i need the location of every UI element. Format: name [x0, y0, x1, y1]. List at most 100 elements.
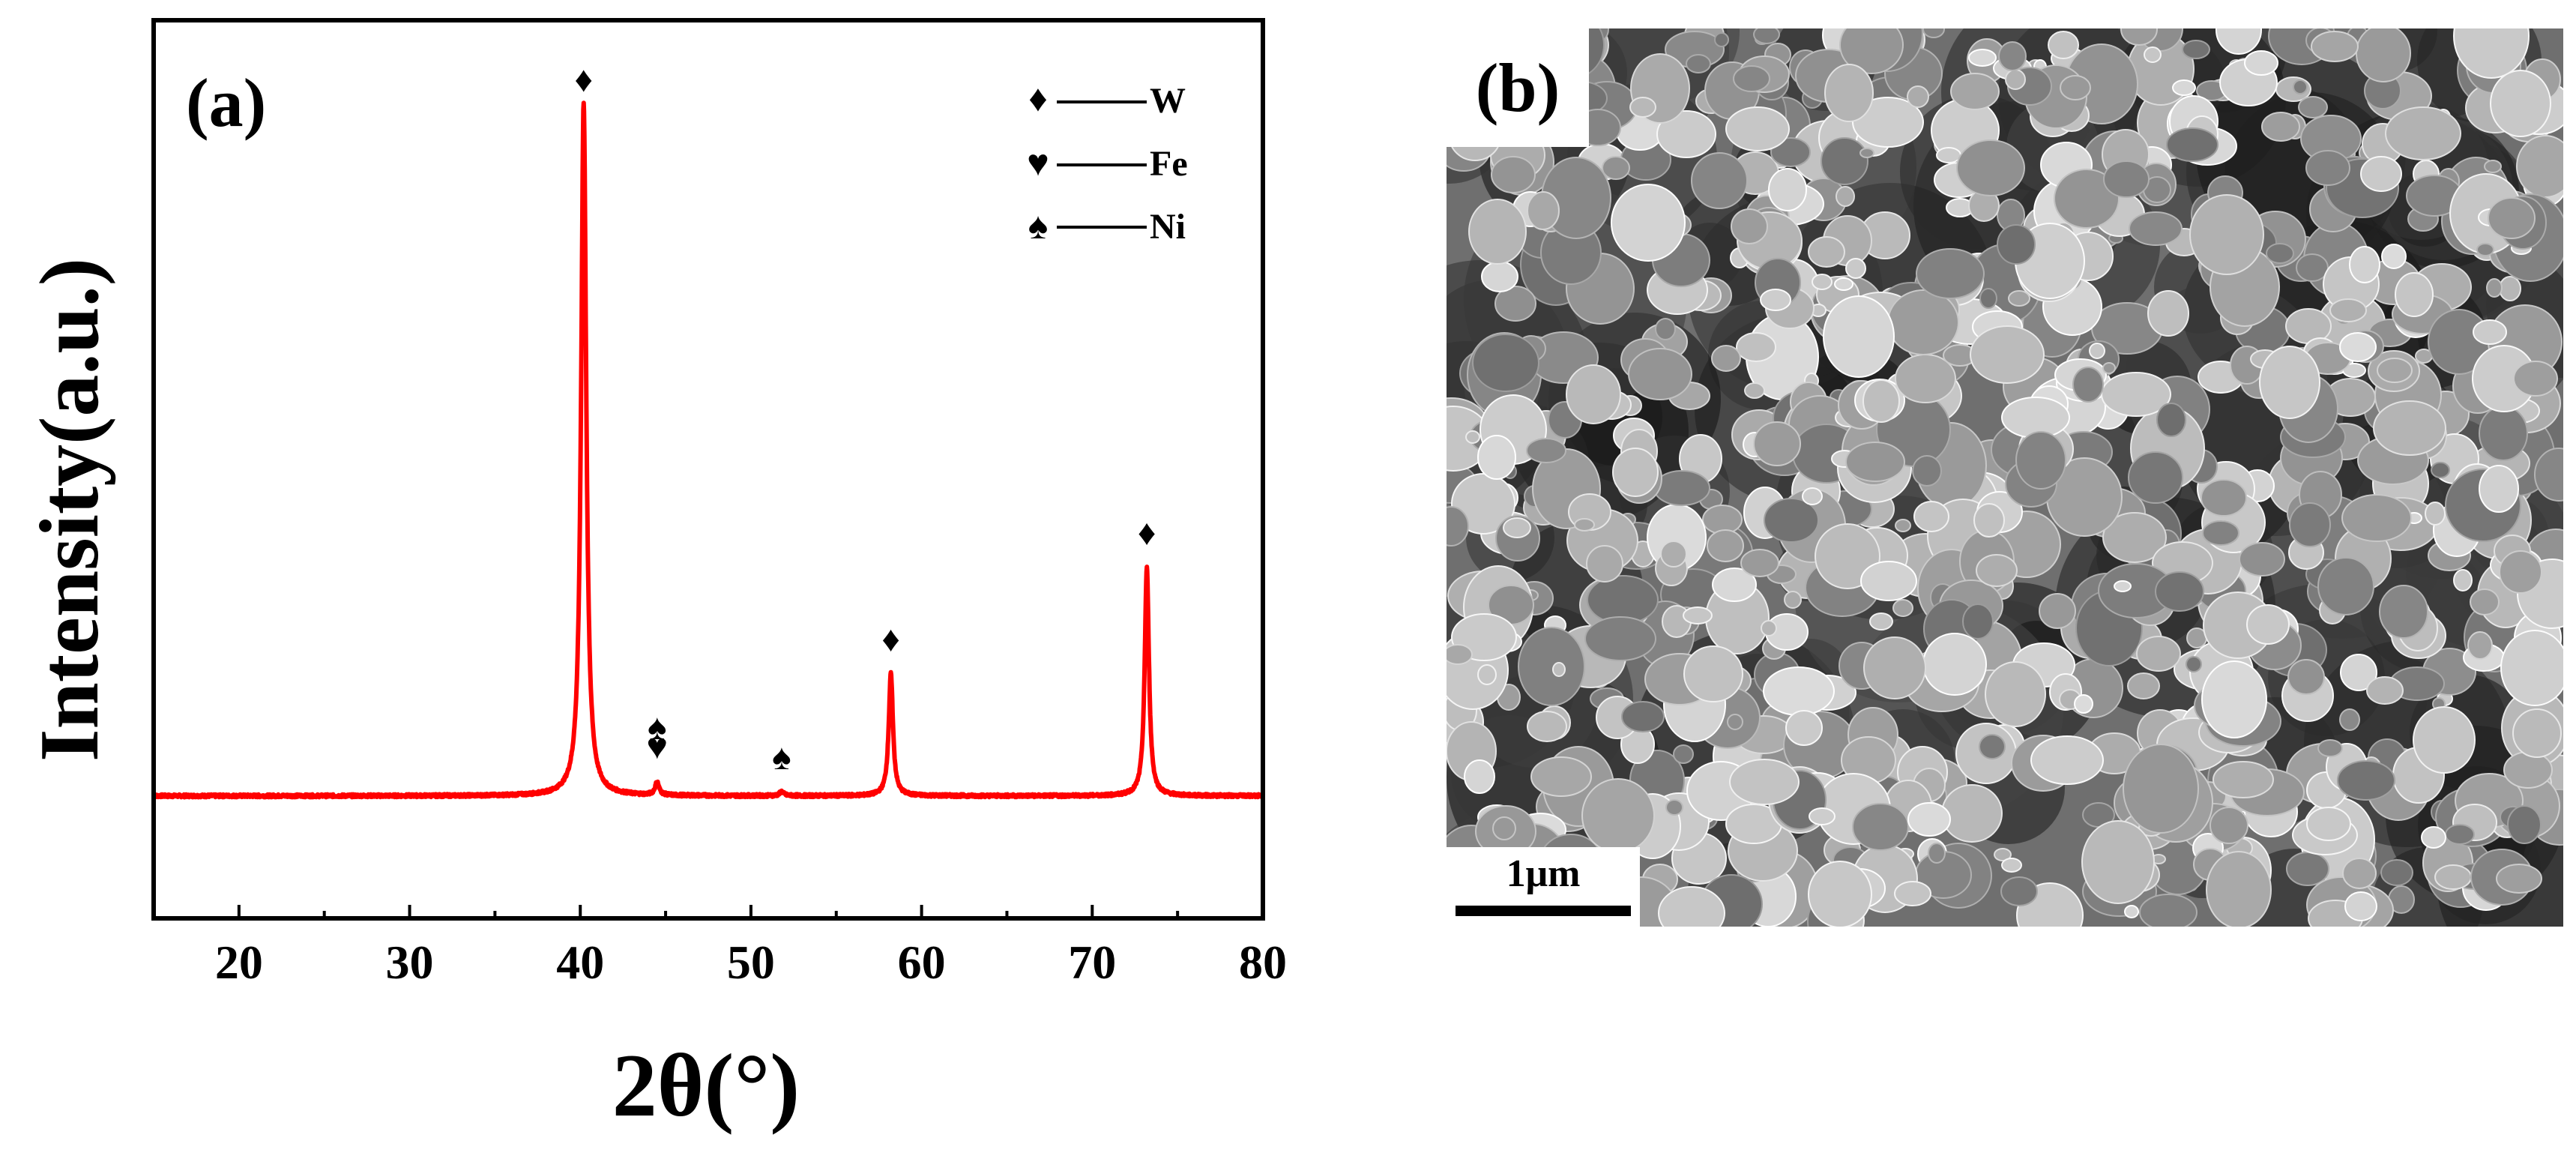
scale-bar-label: 1μm — [1506, 852, 1581, 895]
sem-particle — [2074, 694, 2093, 714]
sem-texture — [1447, 28, 2563, 927]
sem-particle — [1836, 186, 1855, 207]
sem-particle — [1852, 803, 1909, 851]
sem-particle — [2072, 367, 2104, 403]
sem-particle — [1711, 345, 1741, 372]
sem-particle — [2296, 253, 2329, 282]
sem-particle — [1997, 224, 2036, 265]
sem-particle — [1768, 168, 1807, 211]
legend-entry-fe: ♥ Fe — [1027, 142, 1187, 184]
sem-particle — [1655, 318, 1676, 340]
sem-particle — [2202, 520, 2239, 546]
sem-particle — [2287, 659, 2325, 695]
sem-particle — [1962, 603, 1994, 639]
sem-particle — [2048, 31, 2079, 59]
sem-particle — [1628, 348, 1692, 400]
sem-particle — [1656, 110, 1716, 158]
sem-particle — [1907, 802, 1951, 837]
sem-particle — [1863, 636, 1926, 699]
sem-particle — [1581, 778, 1655, 853]
sem-particle — [1802, 487, 1823, 505]
sem-particle — [2189, 194, 2264, 275]
sem-particle — [2356, 28, 2411, 82]
sem-particle — [2434, 864, 2472, 890]
sem-particle — [1912, 455, 1942, 487]
sem-particle — [1526, 438, 1566, 463]
legend-entry-ni: ♠ Ni — [1028, 205, 1186, 247]
sem-particle — [2172, 79, 2196, 96]
sem-particle — [2421, 826, 2446, 849]
sem-particle — [1763, 666, 1835, 716]
sem-particle — [2015, 431, 2066, 490]
sem-particle — [2339, 332, 2377, 362]
sem-particle — [1712, 568, 1757, 602]
sem-particle — [1729, 759, 1800, 805]
scale-bar-box: 1μm — [1447, 847, 1640, 927]
sem-particle — [1447, 506, 1469, 547]
sem-particle — [1824, 64, 1874, 122]
sem-particle — [2349, 246, 2380, 283]
sem-particle — [1922, 633, 1987, 696]
sem-particle — [1922, 28, 1945, 38]
sem-particle — [1464, 759, 1495, 794]
sem-particle — [2298, 96, 2328, 118]
sem-particle — [2490, 70, 2551, 137]
sem-particle — [1566, 364, 1621, 424]
sem-particle — [2337, 760, 2395, 801]
sem-particle — [1859, 148, 1874, 158]
sem-particle — [2089, 343, 2105, 359]
sem-particle — [1574, 518, 1595, 532]
sem-particle — [1621, 701, 1665, 732]
sem-particle — [2385, 106, 2461, 160]
sem-particle — [1839, 28, 1904, 74]
sem-particle — [2317, 739, 2343, 757]
sem-particle — [1936, 147, 1961, 163]
sem-particle — [1950, 73, 2000, 110]
sem-particle — [2156, 403, 2186, 437]
legend-ni-label: Ni — [1150, 207, 1186, 247]
peak-marker: ♦ — [575, 60, 594, 100]
legend-ni-symbol: ♠ — [1028, 205, 1049, 247]
sem-particle — [2503, 751, 2553, 789]
sem-particle — [1845, 442, 1905, 482]
sem-particle — [1761, 620, 1777, 636]
sem-particle — [2261, 112, 2300, 142]
sem-particle — [2311, 31, 2359, 62]
sem-particle — [2081, 820, 2155, 904]
sem-particle — [1736, 332, 1776, 362]
sem-particle — [2186, 656, 2202, 672]
sem-particle — [1707, 529, 1744, 562]
legend: ♦ W ♥ Fe ♠ Ni — [1027, 77, 1187, 247]
sem-particle — [1491, 156, 1536, 193]
sem-particle — [1653, 470, 1710, 506]
sem-particle — [2484, 160, 2502, 173]
sem-particle — [2340, 654, 2377, 691]
sem-particle — [1862, 379, 1900, 423]
sem-particle — [1998, 41, 2027, 71]
sem-particle — [2259, 346, 2320, 419]
sem-particle — [1611, 184, 1686, 262]
sem-particle — [1887, 289, 1959, 355]
sem-particle — [1994, 848, 2012, 861]
panel-b-label: (b) — [1447, 28, 1589, 147]
legend-fe-label: Fe — [1150, 144, 1188, 184]
sem-particle — [2366, 676, 2404, 705]
sem-particle — [2155, 571, 2204, 612]
sem-particle — [2305, 150, 2350, 186]
sem-particle — [2425, 502, 2446, 526]
y-axis-label: Intensity(a.u.) — [23, 258, 116, 762]
sem-particle — [1481, 261, 1518, 292]
sem-particle — [2360, 156, 2402, 192]
sem-particle — [2030, 735, 2104, 785]
sem-particle — [2102, 362, 2116, 374]
sem-particle — [2500, 630, 2563, 706]
sem-particle — [1629, 97, 1656, 118]
sem-particle — [1691, 152, 1748, 209]
sem-particle — [2479, 406, 2528, 461]
sem-particle — [1821, 137, 1868, 185]
sem-particle — [2317, 557, 2374, 615]
sem-particle — [2000, 876, 2038, 906]
sem-particle — [2206, 851, 2272, 927]
sem-particle — [1602, 156, 1630, 180]
sem-particle — [2201, 479, 2247, 517]
